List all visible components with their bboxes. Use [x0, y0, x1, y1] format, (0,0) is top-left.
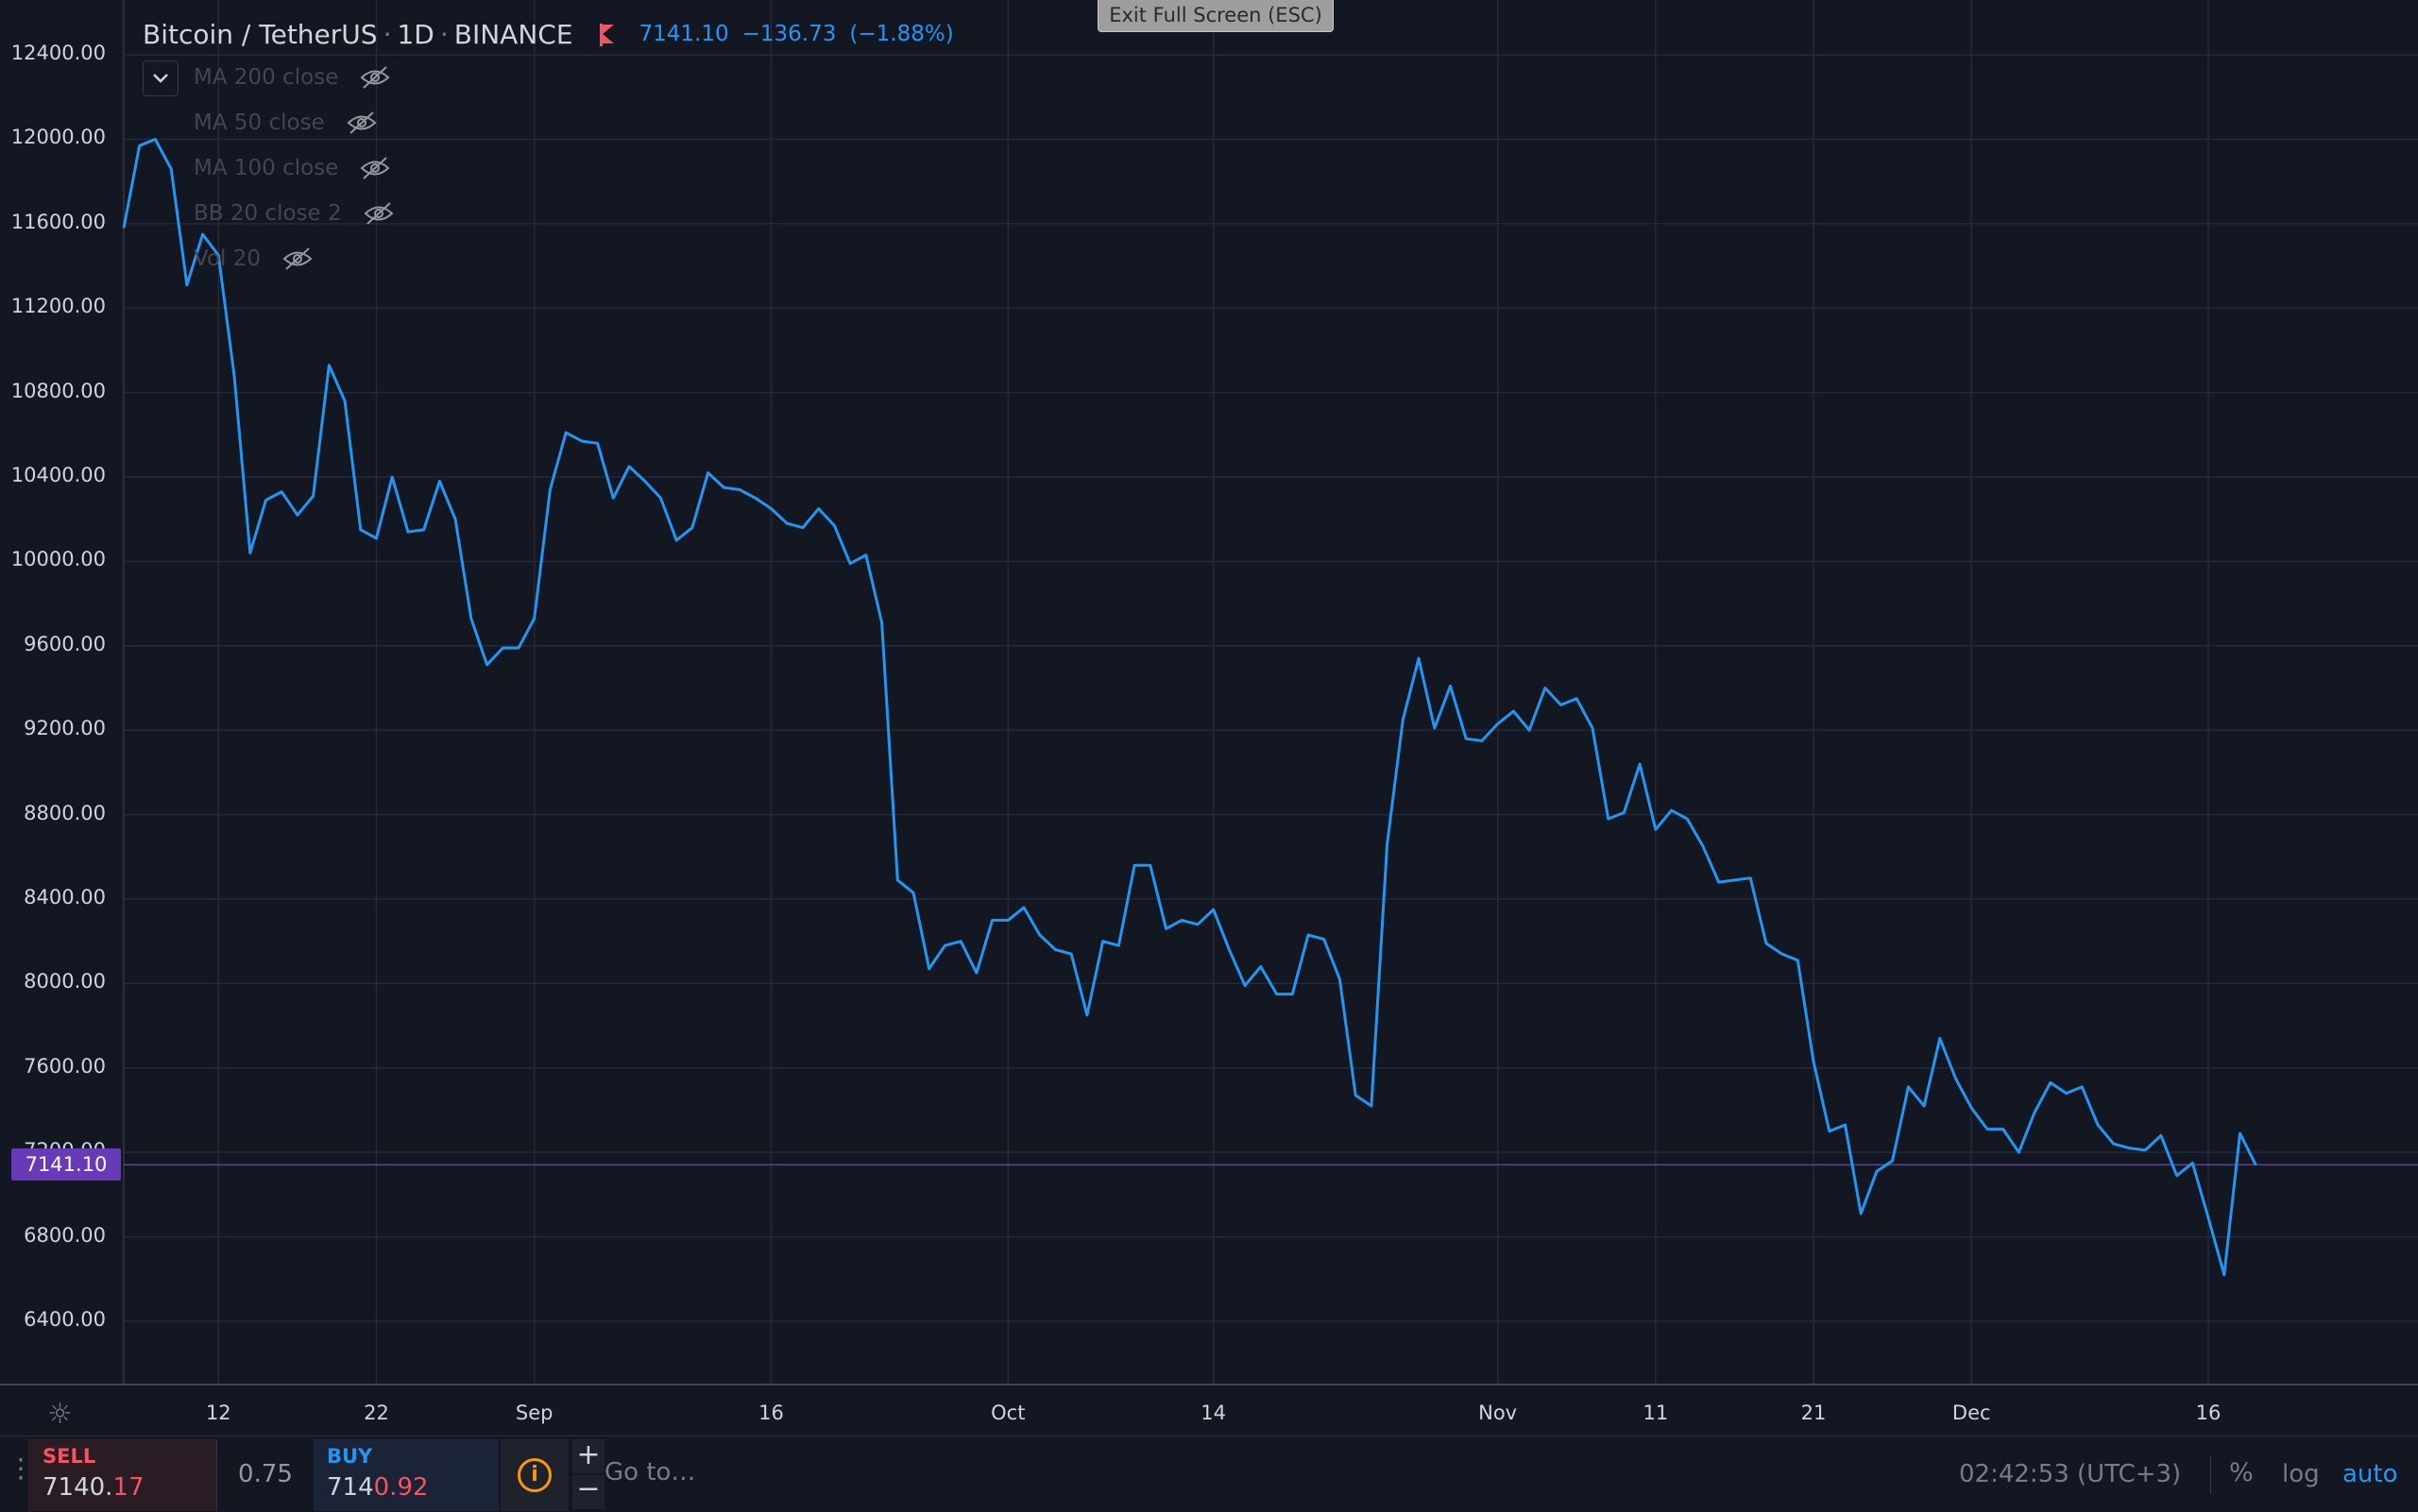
clock-timezone[interactable]: 02:42:53 (UTC+3) — [1959, 1460, 2182, 1488]
price-change-info: 7141.10 −136.73 (−1.88%) — [639, 22, 954, 46]
price-change: −136.73 — [741, 22, 837, 46]
time-tick-label: 11 — [1643, 1402, 1669, 1424]
log-scale-button[interactable]: log — [2282, 1460, 2320, 1488]
time-tick-label: 22 — [364, 1402, 389, 1424]
time-tick-label: 16 — [2195, 1402, 2222, 1424]
info-button[interactable]: i — [501, 1439, 569, 1511]
indicator-ma200[interactable]: MA 200 close — [194, 59, 391, 96]
price-tick-label: 7600.00 — [24, 1054, 106, 1078]
spread-value: 0.75 — [219, 1439, 312, 1511]
chevron-down-icon — [153, 74, 168, 83]
price-tick-label: 10400.00 — [10, 464, 106, 487]
price-tick-label: 6800.00 — [24, 1223, 106, 1247]
indicator-label: MA 50 close — [194, 110, 325, 135]
time-tick-label: Sep — [515, 1402, 553, 1424]
price-tick-label: 9600.00 — [24, 632, 106, 655]
time-tick-label: 16 — [758, 1402, 784, 1424]
eye-hidden-icon[interactable] — [363, 201, 395, 226]
exit-fullscreen-tooltip[interactable]: Exit Full Screen (ESC) — [1098, 0, 1334, 32]
separator-dot: · — [383, 18, 392, 50]
buy-price-main: 714 — [327, 1473, 374, 1502]
indicator-ma50[interactable]: MA 50 close — [194, 104, 378, 142]
flag-icon[interactable] — [599, 24, 621, 46]
sell-label: SELL — [43, 1445, 96, 1468]
info-icon: i — [518, 1458, 552, 1492]
indicator-bb[interactable]: BB 20 close 2 — [194, 195, 395, 232]
goto-date-button[interactable]: Go to… — [604, 1458, 696, 1487]
sell-price-highlight: 17 — [112, 1473, 145, 1502]
buy-price: 7140.92 — [327, 1473, 429, 1502]
percent-scale-button[interactable]: % — [2229, 1458, 2254, 1487]
time-tick-label: Oct — [991, 1402, 1026, 1424]
buy-button[interactable]: BUY 7140.92 — [314, 1439, 499, 1511]
price-tick-label: 11200.00 — [10, 295, 106, 318]
price-tick-label: 8000.00 — [24, 970, 106, 994]
symbol-name[interactable]: Bitcoin / TetherUS — [143, 18, 378, 50]
time-tick-label: 21 — [1800, 1402, 1827, 1424]
price-tick-label: 10800.00 — [10, 379, 106, 402]
price-tick-label: 10000.00 — [10, 548, 106, 571]
exchange-label: BINANCE — [453, 18, 573, 50]
price-tick-label: 8800.00 — [24, 801, 106, 824]
indicator-label: BB 20 close 2 — [194, 201, 342, 226]
price-tick-label: 12400.00 — [10, 42, 106, 65]
indicator-label: Vol 20 — [194, 246, 261, 271]
eye-hidden-icon[interactable] — [359, 156, 391, 180]
sell-price: 7140.17 — [43, 1473, 145, 1502]
separator-dot: · — [439, 18, 449, 50]
price-tick-label: 8400.00 — [24, 886, 106, 909]
price-tick-label: 9200.00 — [24, 717, 106, 740]
buy-price-highlight: 0.92 — [373, 1473, 429, 1502]
buy-label: BUY — [327, 1445, 373, 1468]
sell-button[interactable]: SELL 7140.17 — [28, 1439, 217, 1511]
quantity-minus-button[interactable]: − — [572, 1475, 604, 1509]
last-price: 7141.10 — [639, 22, 729, 46]
indicator-vol[interactable]: Vol 20 — [194, 240, 314, 278]
divider — [2210, 1456, 2211, 1494]
sell-price-main: 7140. — [43, 1473, 113, 1502]
indicator-label: MA 100 close — [194, 156, 339, 180]
last-price-label: 7141.10 — [11, 1148, 121, 1181]
time-tick-label: Dec — [1951, 1402, 1991, 1424]
eye-hidden-icon[interactable] — [281, 246, 314, 271]
price-tick-label: 11600.00 — [10, 210, 106, 233]
price-tick-label: 12000.00 — [10, 126, 106, 149]
indicator-ma100[interactable]: MA 100 close — [194, 149, 391, 187]
symbol-header: Bitcoin / TetherUS · 1D · BINANCE 7141.1… — [143, 15, 954, 53]
collapse-legend-button[interactable] — [143, 60, 179, 96]
time-tick-label: 12 — [205, 1402, 231, 1424]
price-tick-label: 6400.00 — [24, 1307, 106, 1331]
eye-hidden-icon[interactable] — [346, 110, 378, 135]
price-series-line — [122, 138, 2257, 1277]
settings-gear-icon[interactable]: ☼ — [47, 1398, 73, 1431]
eye-hidden-icon[interactable] — [359, 65, 391, 90]
price-change-percent: (−1.88%) — [849, 22, 954, 46]
time-tick-label: Nov — [1478, 1402, 1518, 1424]
interval-label[interactable]: 1D — [397, 18, 434, 50]
time-tick-label: 14 — [1200, 1402, 1227, 1424]
quantity-plus-button[interactable]: + — [572, 1439, 604, 1473]
auto-scale-button[interactable]: auto — [2342, 1460, 2398, 1488]
indicator-label: MA 200 close — [194, 65, 339, 90]
